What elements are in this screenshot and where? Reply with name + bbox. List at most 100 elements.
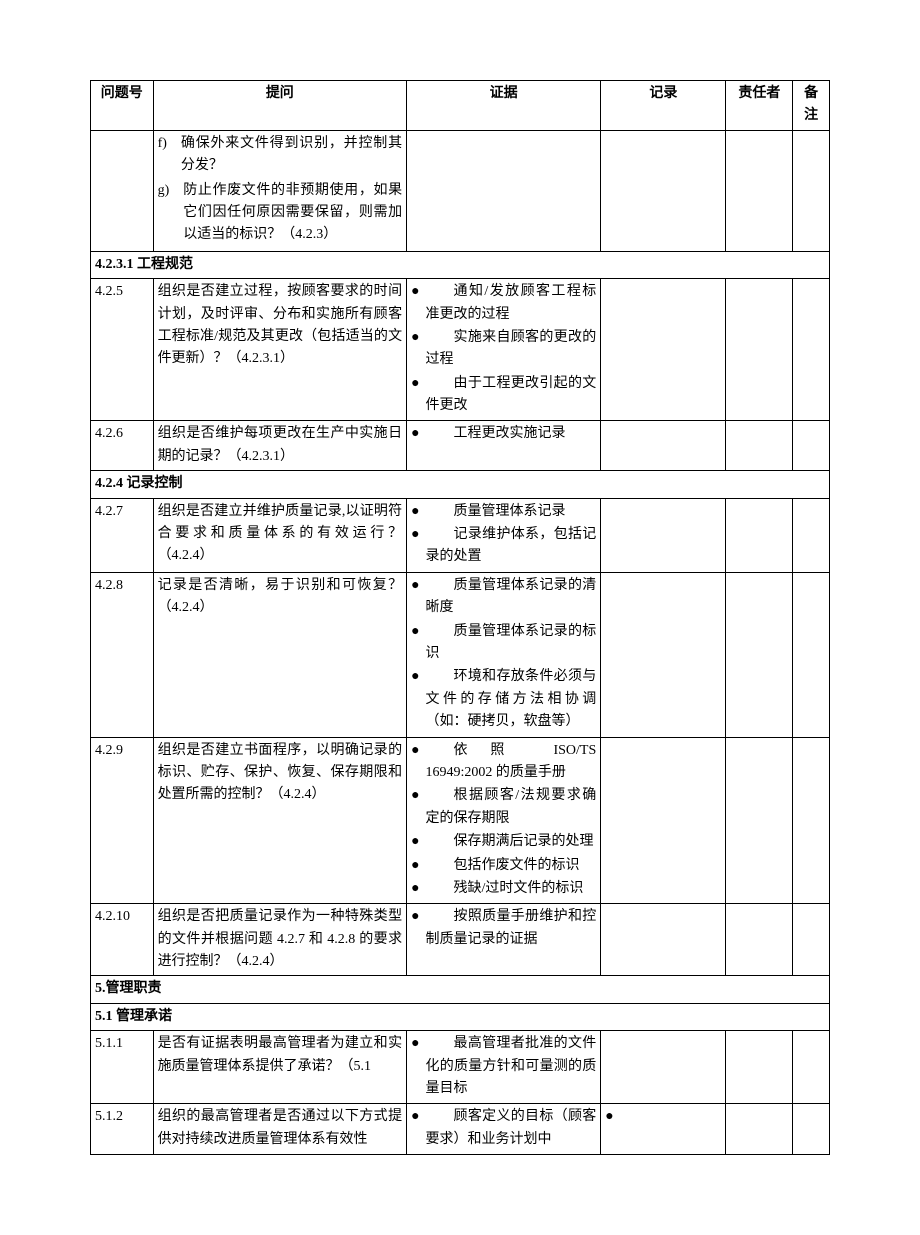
bullet-icon: ● (411, 740, 419, 785)
responsible-cell (726, 498, 793, 572)
responsible-cell (726, 421, 793, 471)
evidence-bullet: ●环境和存放条件必须与文件的存储方法相协调（如：硬拷贝，软盘等） (411, 666, 596, 733)
evidence-text: 环境和存放条件必须与文件的存储方法相协调（如：硬拷贝，软盘等） (426, 666, 597, 733)
note-cell (793, 904, 830, 976)
letter-label: g) (158, 180, 170, 247)
table-body: f)确保外来文件得到识别，并控制其分发？g)防止作废文件的非预期使用，如果它们因… (91, 130, 830, 1154)
col-responsible-header: 责任者 (726, 81, 793, 131)
bullet-icon: ● (411, 327, 419, 372)
record-cell (601, 737, 726, 904)
evidence-text: 残缺/过时文件的标识 (426, 878, 597, 900)
table-row: 5.1.2组织的最高管理者是否通过以下方式提供对持续改进质量管理体系有效性●顾客… (91, 1104, 830, 1155)
question-cell: 组织是否建立书面程序，以明确记录的标识、贮存、保护、恢复、保存期限和处置所需的控… (153, 737, 407, 904)
question-cell: 记录是否清晰，易于识别和可恢复？（4.2.4） (153, 572, 407, 737)
evidence-bullet: ●最高管理者批准的文件化的质量方针和可量测的质量目标 (411, 1033, 596, 1100)
evidence-bullet: ●依照 ISO/TS 16949:2002 的质量手册 (411, 740, 596, 785)
evidence-bullet: ●工程更改实施记录 (411, 423, 596, 445)
responsible-cell (726, 1104, 793, 1155)
evidence-text: 由于工程更改引起的文件更改 (426, 373, 597, 418)
note-cell (793, 421, 830, 471)
section-header-row: 5.管理职责 (91, 976, 830, 1003)
audit-checklist-table: 问题号 提问 证据 记录 责任者 备注 f)确保外来文件得到识别，并控制其分发？… (90, 80, 830, 1155)
responsible-cell (726, 904, 793, 976)
evidence-text: 实施来自顾客的更改的过程 (426, 327, 597, 372)
question-id: 4.2.9 (91, 737, 154, 904)
table-row: 4.2.7组织是否建立并维护质量记录,以证明符合要求和质量体系的有效运行？（4.… (91, 498, 830, 572)
table-row: 4.2.9组织是否建立书面程序，以明确记录的标识、贮存、保护、恢复、保存期限和处… (91, 737, 830, 904)
evidence-bullet: ●记录维护体系，包括记录的处置 (411, 524, 596, 569)
table-row: 4.2.8记录是否清晰，易于识别和可恢复？（4.2.4）●质量管理体系记录的清晰… (91, 572, 830, 737)
bullet-icon: ● (411, 785, 419, 830)
evidence-cell: ●质量管理体系记录●记录维护体系，包括记录的处置 (407, 498, 601, 572)
record-bullet: ● (605, 1106, 721, 1128)
bullet-icon: ● (411, 878, 419, 900)
section-header-row: 4.2.4 记录控制 (91, 471, 830, 498)
evidence-bullet: ●包括作废文件的标识 (411, 855, 596, 877)
record-cell (601, 421, 726, 471)
evidence-text: 保存期满后记录的处理 (426, 831, 597, 853)
evidence-bullet: ●质量管理体系记录的清晰度 (411, 575, 596, 620)
evidence-bullet: ● 保存期满后记录的处理 (411, 831, 596, 853)
record-cell (601, 572, 726, 737)
header-row: 问题号 提问 证据 记录 责任者 备注 (91, 81, 830, 131)
question-cell: 是否有证据表明最高管理者为建立和实施质量管理体系提供了承诺？（5.1 (153, 1031, 407, 1104)
responsible-cell (726, 130, 793, 251)
responsible-cell (726, 572, 793, 737)
section-title: 4.2.4 记录控制 (91, 471, 830, 498)
table-row: 4.2.5组织是否建立过程，按顾客要求的时间计划，及时评审、分布和实施所有顾客工… (91, 279, 830, 421)
section-header-row: 4.2.3.1 工程规范 (91, 251, 830, 278)
bullet-icon: ● (411, 855, 419, 877)
evidence-text: 顾客定义的目标（顾客要求）和业务计划中 (426, 1106, 597, 1151)
bullet-icon: ● (411, 575, 419, 620)
bullet-icon: ● (605, 1106, 613, 1128)
col-id-header: 问题号 (91, 81, 154, 131)
bullet-icon: ● (411, 1106, 419, 1151)
table-row: 4.2.6组织是否维护每项更改在生产中实施日期的记录？（4.2.3.1）●工程更… (91, 421, 830, 471)
bullet-icon: ● (411, 831, 419, 853)
section-header-row: 5.1 管理承诺 (91, 1003, 830, 1030)
note-cell (793, 1104, 830, 1155)
evidence-text: 依照 ISO/TS 16949:2002 的质量手册 (426, 740, 597, 785)
question-id: 4.2.5 (91, 279, 154, 421)
evidence-bullet: ●质量管理体系记录 (411, 501, 596, 523)
responsible-cell (726, 737, 793, 904)
evidence-bullet: ●由于工程更改引起的文件更改 (411, 373, 596, 418)
question-id: 4.2.7 (91, 498, 154, 572)
table-row: 4.2.10组织是否把质量记录作为一种特殊类型的文件并根据问题 4.2.7 和 … (91, 904, 830, 976)
question-id: 5.1.2 (91, 1104, 154, 1155)
table-row: f)确保外来文件得到识别，并控制其分发？g)防止作废文件的非预期使用，如果它们因… (91, 130, 830, 251)
record-cell (601, 279, 726, 421)
evidence-bullet: ●顾客定义的目标（顾客要求）和业务计划中 (411, 1106, 596, 1151)
question-cell: 组织是否建立并维护质量记录,以证明符合要求和质量体系的有效运行？（4.2.4） (153, 498, 407, 572)
note-cell (793, 1031, 830, 1104)
note-cell (793, 572, 830, 737)
evidence-cell: ●顾客定义的目标（顾客要求）和业务计划中 (407, 1104, 601, 1155)
record-cell (601, 904, 726, 976)
note-cell (793, 279, 830, 421)
col-evidence-header: 证据 (407, 81, 601, 131)
section-title: 5.管理职责 (91, 976, 830, 1003)
evidence-text: 最高管理者批准的文件化的质量方针和可量测的质量目标 (426, 1033, 597, 1100)
question-cell: 组织是否建立过程，按顾客要求的时间计划，及时评审、分布和实施所有顾客工程标准/规… (153, 279, 407, 421)
bullet-icon: ● (411, 423, 419, 445)
evidence-cell: ●工程更改实施记录 (407, 421, 601, 471)
note-cell (793, 737, 830, 904)
section-title: 4.2.3.1 工程规范 (91, 251, 830, 278)
evidence-bullet: ● 残缺/过时文件的标识 (411, 878, 596, 900)
note-cell (793, 130, 830, 251)
record-cell (601, 498, 726, 572)
evidence-cell: ●通知/发放顾客工程标准更改的过程●实施来自顾客的更改的过程●由于工程更改引起的… (407, 279, 601, 421)
evidence-bullet: ●质量管理体系记录的标识 (411, 621, 596, 666)
bullet-icon: ● (411, 501, 419, 523)
question-cell: 组织是否维护每项更改在生产中实施日期的记录？（4.2.3.1） (153, 421, 407, 471)
evidence-text: 通知/发放顾客工程标准更改的过程 (426, 281, 597, 326)
evidence-cell: ●依照 ISO/TS 16949:2002 的质量手册●根据顾客/法规要求确定的… (407, 737, 601, 904)
note-cell (793, 498, 830, 572)
bullet-icon: ● (411, 373, 419, 418)
record-cell (601, 1031, 726, 1104)
evidence-text: 按照质量手册维护和控制质量记录的证据 (426, 906, 597, 951)
evidence-bullet: ●按照质量手册维护和控制质量记录的证据 (411, 906, 596, 951)
record-cell (601, 130, 726, 251)
evidence-bullet: ●根据顾客/法规要求确定的保存期限 (411, 785, 596, 830)
question-id: 4.2.10 (91, 904, 154, 976)
